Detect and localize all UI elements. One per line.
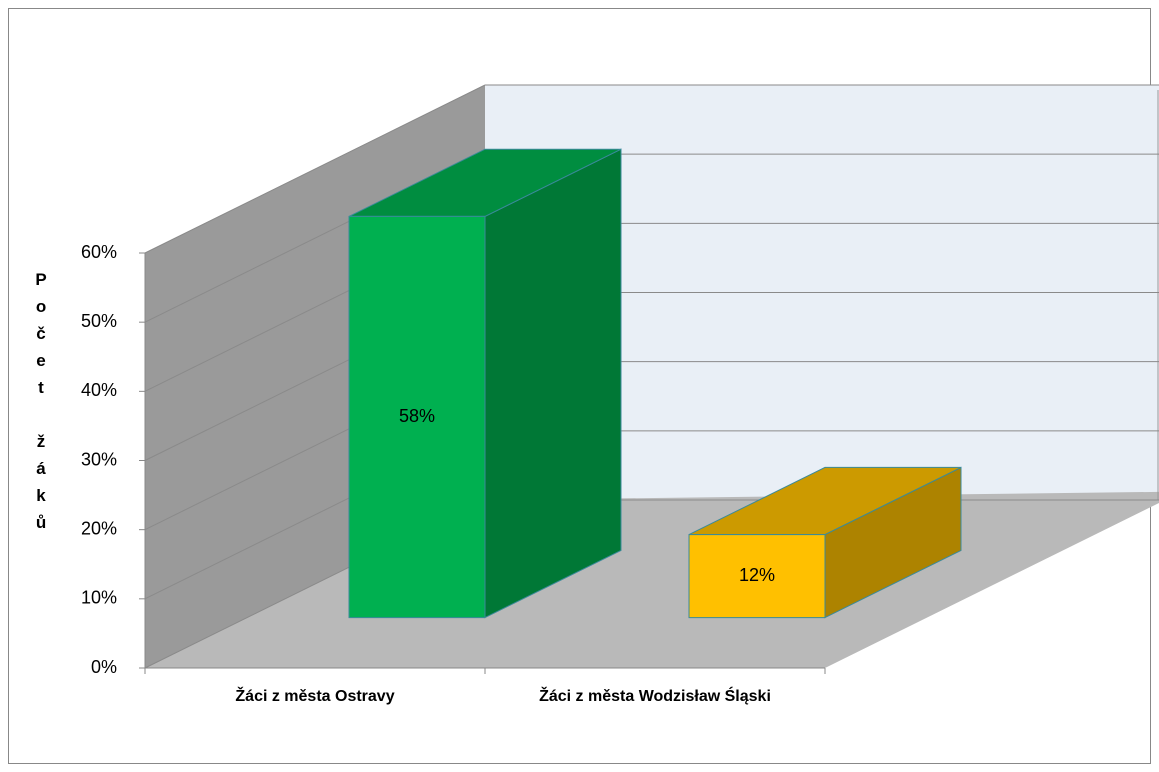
y-tick-label: 60% bbox=[81, 242, 117, 262]
y-axis-title: Počet žáků bbox=[32, 270, 51, 540]
grid-line bbox=[144, 84, 486, 254]
y-tick-label: 0% bbox=[91, 657, 117, 677]
y-tick-label: 20% bbox=[81, 518, 117, 538]
value-label: 58% bbox=[399, 406, 435, 426]
y-tick-label: 50% bbox=[81, 311, 117, 331]
bar bbox=[688, 466, 962, 619]
y-tick-label: 40% bbox=[81, 380, 117, 400]
bar-front bbox=[348, 215, 486, 619]
y-tick-label: 10% bbox=[81, 588, 117, 608]
x-tick-label: Žáci z města Ostravy bbox=[235, 686, 394, 705]
value-label: 12% bbox=[739, 565, 775, 585]
bar-front bbox=[688, 534, 826, 619]
bar-side bbox=[484, 148, 622, 619]
y-tick-label: 30% bbox=[81, 449, 117, 469]
bar bbox=[348, 148, 622, 619]
x-tick-label: Žáci z města Wodzisław Śląski bbox=[539, 686, 771, 705]
